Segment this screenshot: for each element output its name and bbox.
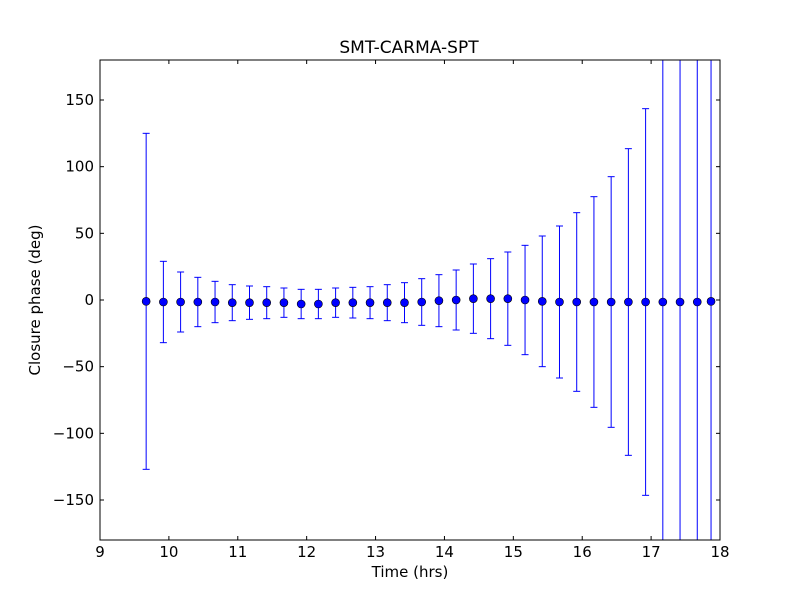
data-point xyxy=(417,297,427,307)
data-point xyxy=(314,299,323,309)
plot-area xyxy=(100,60,720,540)
y-tick-label: 100 xyxy=(65,158,94,176)
x-tick-label: 16 xyxy=(573,543,592,561)
y-tick-label: −50 xyxy=(62,358,94,376)
data-point xyxy=(451,295,461,305)
data-point xyxy=(245,298,254,307)
data-point xyxy=(159,297,168,307)
data-point xyxy=(176,297,185,307)
data-point xyxy=(486,294,495,303)
x-tick-label: 15 xyxy=(504,543,523,561)
data-point xyxy=(572,297,582,307)
x-axis-label: Time (hrs) xyxy=(371,563,449,581)
x-tick-label: 17 xyxy=(642,543,661,561)
y-axis-label: Closure phase (deg) xyxy=(26,225,44,376)
data-point xyxy=(210,297,220,307)
data-point xyxy=(382,298,392,307)
data-point xyxy=(400,298,409,307)
data-point xyxy=(348,298,358,307)
data-point xyxy=(193,297,203,307)
axis-ticks: 9 10 11 12 13 14 15 16 17 18 −150 −100 −50 0 50 100 150 xyxy=(53,60,730,561)
plot-frame xyxy=(99,59,721,541)
data-point xyxy=(537,297,547,306)
data-point xyxy=(641,297,650,307)
data-point xyxy=(503,294,513,303)
y-tick-label: −150 xyxy=(53,491,94,509)
data-point xyxy=(706,297,716,306)
data-point xyxy=(520,295,530,305)
data-point xyxy=(555,297,564,307)
data-point xyxy=(365,298,375,307)
x-tick-label: 11 xyxy=(228,543,247,561)
data-point xyxy=(331,298,340,307)
x-tick-label: 9 xyxy=(95,543,105,561)
data-point xyxy=(469,294,478,303)
data-point xyxy=(675,297,685,307)
data-marks xyxy=(141,60,716,540)
data-point xyxy=(589,297,599,307)
data-point xyxy=(606,297,616,307)
data-point xyxy=(141,297,151,306)
chart-title: SMT-CARMA-SPT xyxy=(339,38,479,58)
data-point xyxy=(262,298,272,307)
y-tick-label: 0 xyxy=(84,291,94,309)
y-tick-label: 150 xyxy=(65,91,94,109)
y-tick-label: 50 xyxy=(75,224,94,242)
x-tick-label: 10 xyxy=(159,543,178,561)
x-tick-label: 13 xyxy=(366,543,385,561)
data-point xyxy=(227,298,237,307)
data-point xyxy=(296,299,306,309)
data-point xyxy=(692,297,702,307)
data-point xyxy=(279,298,289,307)
x-tick-label: 18 xyxy=(710,543,729,561)
x-tick-label: 12 xyxy=(297,543,316,561)
data-point xyxy=(658,297,668,307)
x-tick-label: 14 xyxy=(435,543,454,561)
data-point xyxy=(434,296,444,305)
data-point xyxy=(624,297,633,307)
y-tick-label: −100 xyxy=(53,424,94,442)
